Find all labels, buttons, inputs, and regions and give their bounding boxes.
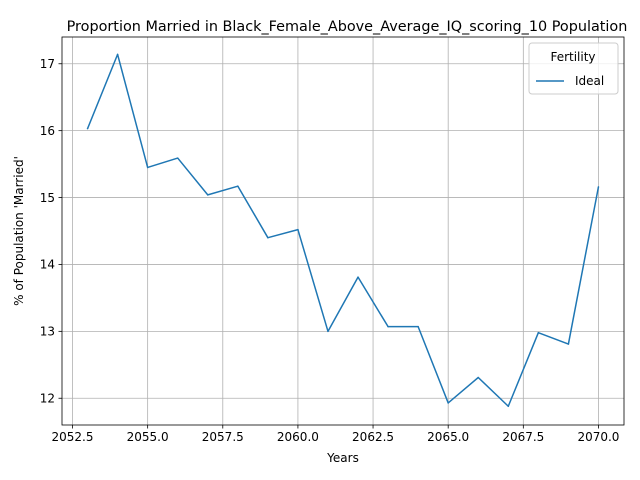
data-point	[477, 376, 479, 379]
x-tick-label: 2062.5	[352, 430, 394, 444]
data-point	[207, 194, 209, 196]
x-tick-label: 2060.0	[277, 430, 319, 444]
legend-label: Ideal	[575, 74, 604, 88]
y-tick-label: 12	[40, 392, 55, 406]
y-axis: 12 13 14 15 16 17	[40, 57, 62, 406]
x-tick-label: 2052.5	[52, 430, 94, 444]
x-tick-label: 2057.5	[202, 430, 244, 444]
data-point	[116, 53, 119, 56]
data-point	[267, 236, 269, 239]
x-axis-label: Years	[326, 451, 359, 465]
y-tick-label: 17	[40, 57, 55, 71]
x-axis: 2052.5 2055.0 2057.5 2060.0 2062.5 2065.0 2067…	[52, 425, 619, 444]
data-point	[237, 185, 239, 187]
data-point	[327, 330, 329, 333]
chart-title: Proportion Married in Black_Female_Above…	[67, 19, 628, 35]
y-tick-label: 15	[40, 191, 55, 205]
legend-title: Fertility	[550, 50, 595, 64]
x-tick-label: 2067.5	[502, 430, 544, 444]
y-tick-label: 14	[40, 258, 55, 272]
data-point	[597, 186, 600, 188]
data-point	[537, 331, 540, 334]
series-layer	[86, 53, 600, 408]
data-point	[507, 405, 510, 408]
data-point	[567, 343, 570, 345]
y-tick-label: 16	[40, 124, 55, 138]
data-point	[447, 402, 449, 404]
data-point	[86, 127, 89, 130]
data-point	[357, 276, 359, 278]
plot-area-frame	[61, 36, 625, 426]
x-tick-label: 2055.0	[127, 430, 169, 444]
data-point	[146, 166, 149, 169]
data-point	[417, 325, 419, 328]
series-line-ideal	[86, 53, 600, 408]
grid	[62, 37, 624, 425]
data-point	[387, 325, 389, 328]
legend: Fertility Ideal	[528, 42, 619, 95]
data-point	[297, 228, 299, 231]
y-tick-label: 13	[40, 325, 55, 339]
x-tick-label: 2065.0	[427, 430, 469, 444]
x-tick-label: 2070.0	[577, 430, 619, 444]
y-axis-label: % of Population 'Married'	[12, 156, 26, 306]
data-point	[176, 157, 179, 159]
